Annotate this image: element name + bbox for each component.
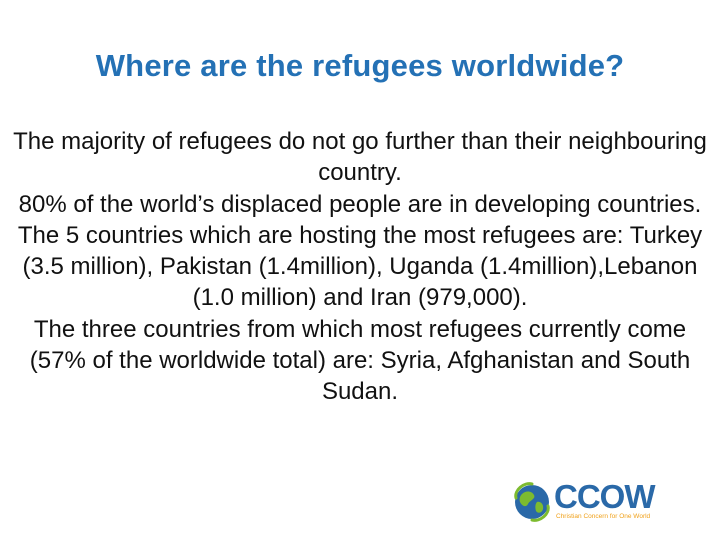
globe-icon — [514, 482, 550, 522]
body-paragraph: The majority of refugees do not go furth… — [13, 128, 707, 187]
body-paragraph: 80% of the world’s displaced people are … — [18, 190, 702, 218]
body-paragraph: The three countries from which most refu… — [29, 315, 691, 406]
ccow-logo: CCOW Christian Concern for One World — [512, 478, 674, 524]
logo-wordmark: CCOW — [554, 478, 655, 515]
body-paragraph: The 5 countries which are hosting the mo… — [17, 221, 703, 312]
slide-title: Where are the refugees worldwide? — [95, 48, 625, 83]
logo-tagline: Christian Concern for One World — [556, 513, 651, 520]
slide-body: The majority of refugees do not go furth… — [10, 126, 710, 408]
